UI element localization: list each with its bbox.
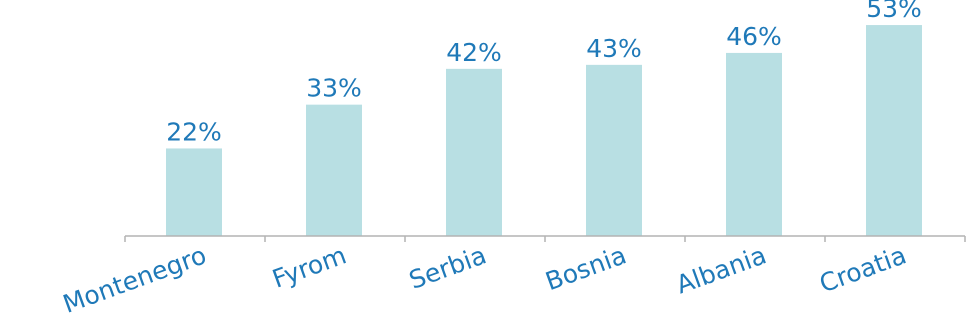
- value-label-fyrom: 33%: [306, 74, 362, 103]
- value-label-serbia: 42%: [446, 38, 502, 67]
- bar-montenegro: [166, 148, 222, 236]
- bar-fyrom: [306, 104, 362, 236]
- bars-layer: [166, 25, 922, 237]
- value-label-bosnia: 43%: [586, 34, 642, 63]
- value-labels-layer: 22% 33% 42% 43% 46% 53%: [166, 0, 922, 146]
- bar-croatia: [866, 25, 922, 237]
- value-label-croatia: 53%: [866, 0, 922, 23]
- category-label-croatia: Croatia: [816, 240, 910, 298]
- category-label-bosnia: Bosnia: [542, 240, 630, 296]
- value-label-albania: 46%: [726, 22, 782, 51]
- category-label-montenegro: Montenegro: [59, 240, 210, 319]
- bar-serbia: [446, 68, 502, 236]
- bar-bosnia: [586, 64, 642, 236]
- category-labels-layer: Montenegro Fyrom Serbia Bosnia Albania Croati…: [59, 240, 910, 319]
- value-label-montenegro: 22%: [166, 117, 222, 146]
- ticks-layer: [124, 236, 966, 242]
- category-label-serbia: Serbia: [405, 240, 490, 295]
- category-label-fyrom: Fyrom: [268, 240, 350, 293]
- category-label-albania: Albania: [672, 240, 770, 299]
- bar-albania: [726, 52, 782, 236]
